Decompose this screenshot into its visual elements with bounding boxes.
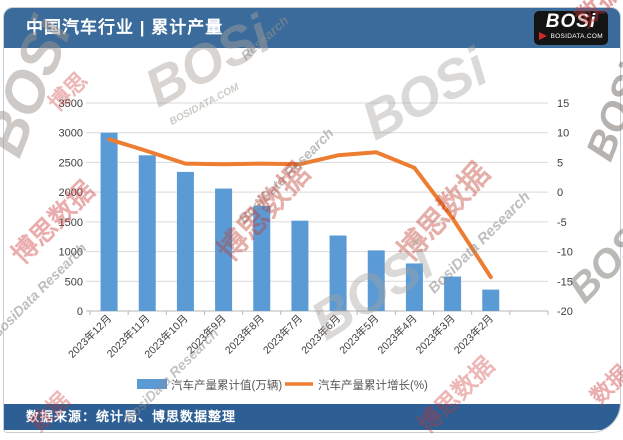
bar bbox=[329, 235, 347, 311]
legend-bar-label: 汽车产量累计值(万辆) bbox=[171, 378, 282, 392]
bar bbox=[405, 263, 423, 311]
x-axis-label: 2023年9月 bbox=[184, 312, 229, 357]
bosi-logo-triangle-icon bbox=[539, 32, 547, 40]
bosi-logo[interactable]: BOSi BOSIDATA.COM bbox=[534, 11, 608, 45]
x-axis-label: 2023年7月 bbox=[260, 312, 305, 357]
left-axis-tick-label: 500 bbox=[65, 276, 83, 288]
legend-line-label: 汽车产量累计增长(%) bbox=[318, 378, 428, 392]
growth-line bbox=[107, 137, 493, 280]
right-axis-tick-label: 15 bbox=[557, 98, 569, 110]
left-axis-tick-label: 1500 bbox=[59, 217, 83, 229]
header-bar: 中国汽车行业 | 累计产量 BOSi BOSIDATA.COM bbox=[4, 8, 620, 48]
bar bbox=[100, 132, 118, 311]
bar bbox=[253, 205, 271, 311]
page-title: 中国汽车行业 | 累计产量 bbox=[26, 18, 224, 37]
chart-area: 0 500 1000 1500 2000 2500 3000 3500 -20 -15 -10 -5 0… bbox=[4, 48, 620, 404]
footer-bar: 数据来源：统计局、博思数据整理 bbox=[4, 404, 620, 430]
x-axis-label: 2023年8月 bbox=[222, 312, 267, 357]
chart-card: 中国汽车行业 | 累计产量 BOSi BOSIDATA.COM 0 500 1000… bbox=[3, 7, 621, 433]
right-axis-tick-label: 5 bbox=[557, 157, 563, 169]
x-axis-label: 2023年5月 bbox=[337, 312, 382, 357]
bosi-logo-bottom: BOSIDATA.COM bbox=[537, 32, 605, 40]
left-axis-tick-label: 1000 bbox=[59, 247, 83, 259]
left-axis-tick-label: 2500 bbox=[59, 157, 83, 169]
legend-bar-swatch bbox=[137, 379, 167, 389]
bar bbox=[291, 220, 309, 311]
bosi-logo-domain: BOSIDATA.COM bbox=[550, 32, 603, 40]
left-axis-tick-label: 2000 bbox=[59, 187, 83, 199]
right-axis-tick-label: -5 bbox=[557, 217, 567, 229]
x-axis-label: 2023年6月 bbox=[299, 312, 344, 357]
x-axis-label: 2023年4月 bbox=[375, 312, 420, 357]
bar bbox=[176, 171, 194, 311]
data-source-text: 数据来源：统计局、博思数据整理 bbox=[26, 409, 237, 424]
right-axis-tick-label: -10 bbox=[557, 247, 573, 259]
bar bbox=[444, 276, 462, 311]
right-axis-tick-label: 0 bbox=[557, 187, 563, 199]
x-axis-label: 2023年3月 bbox=[413, 312, 458, 357]
left-axis-tick-label: 3000 bbox=[59, 128, 83, 140]
chart-svg: 0 500 1000 1500 2000 2500 3000 3500 -20 -15 -10 -5 0… bbox=[59, 98, 573, 392]
bar bbox=[367, 250, 385, 311]
right-axis-tick-label: -20 bbox=[557, 306, 573, 318]
x-axis-label: 2023年2月 bbox=[451, 312, 496, 357]
left-axis-tick-label: 3500 bbox=[59, 98, 83, 110]
bar bbox=[138, 155, 156, 311]
bar bbox=[215, 188, 233, 311]
bar bbox=[482, 289, 500, 311]
left-axis-tick-label: 0 bbox=[77, 306, 83, 318]
right-axis-tick-label: -15 bbox=[557, 276, 573, 288]
bosi-logo-text: BOSi bbox=[545, 11, 597, 32]
right-axis-tick-label: 10 bbox=[557, 128, 569, 140]
